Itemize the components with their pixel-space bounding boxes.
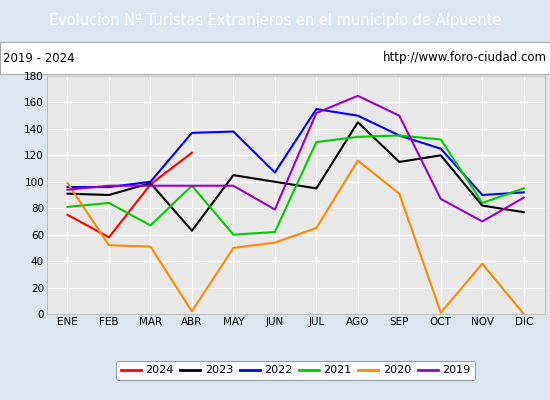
Text: 2019 - 2024: 2019 - 2024: [3, 52, 74, 64]
Text: Evolucion Nº Turistas Extranjeros en el municipio de Alpuente: Evolucion Nº Turistas Extranjeros en el …: [49, 14, 501, 28]
Legend: 2024, 2023, 2022, 2021, 2020, 2019: 2024, 2023, 2022, 2021, 2020, 2019: [116, 361, 475, 380]
Text: http://www.foro-ciudad.com: http://www.foro-ciudad.com: [383, 52, 547, 64]
